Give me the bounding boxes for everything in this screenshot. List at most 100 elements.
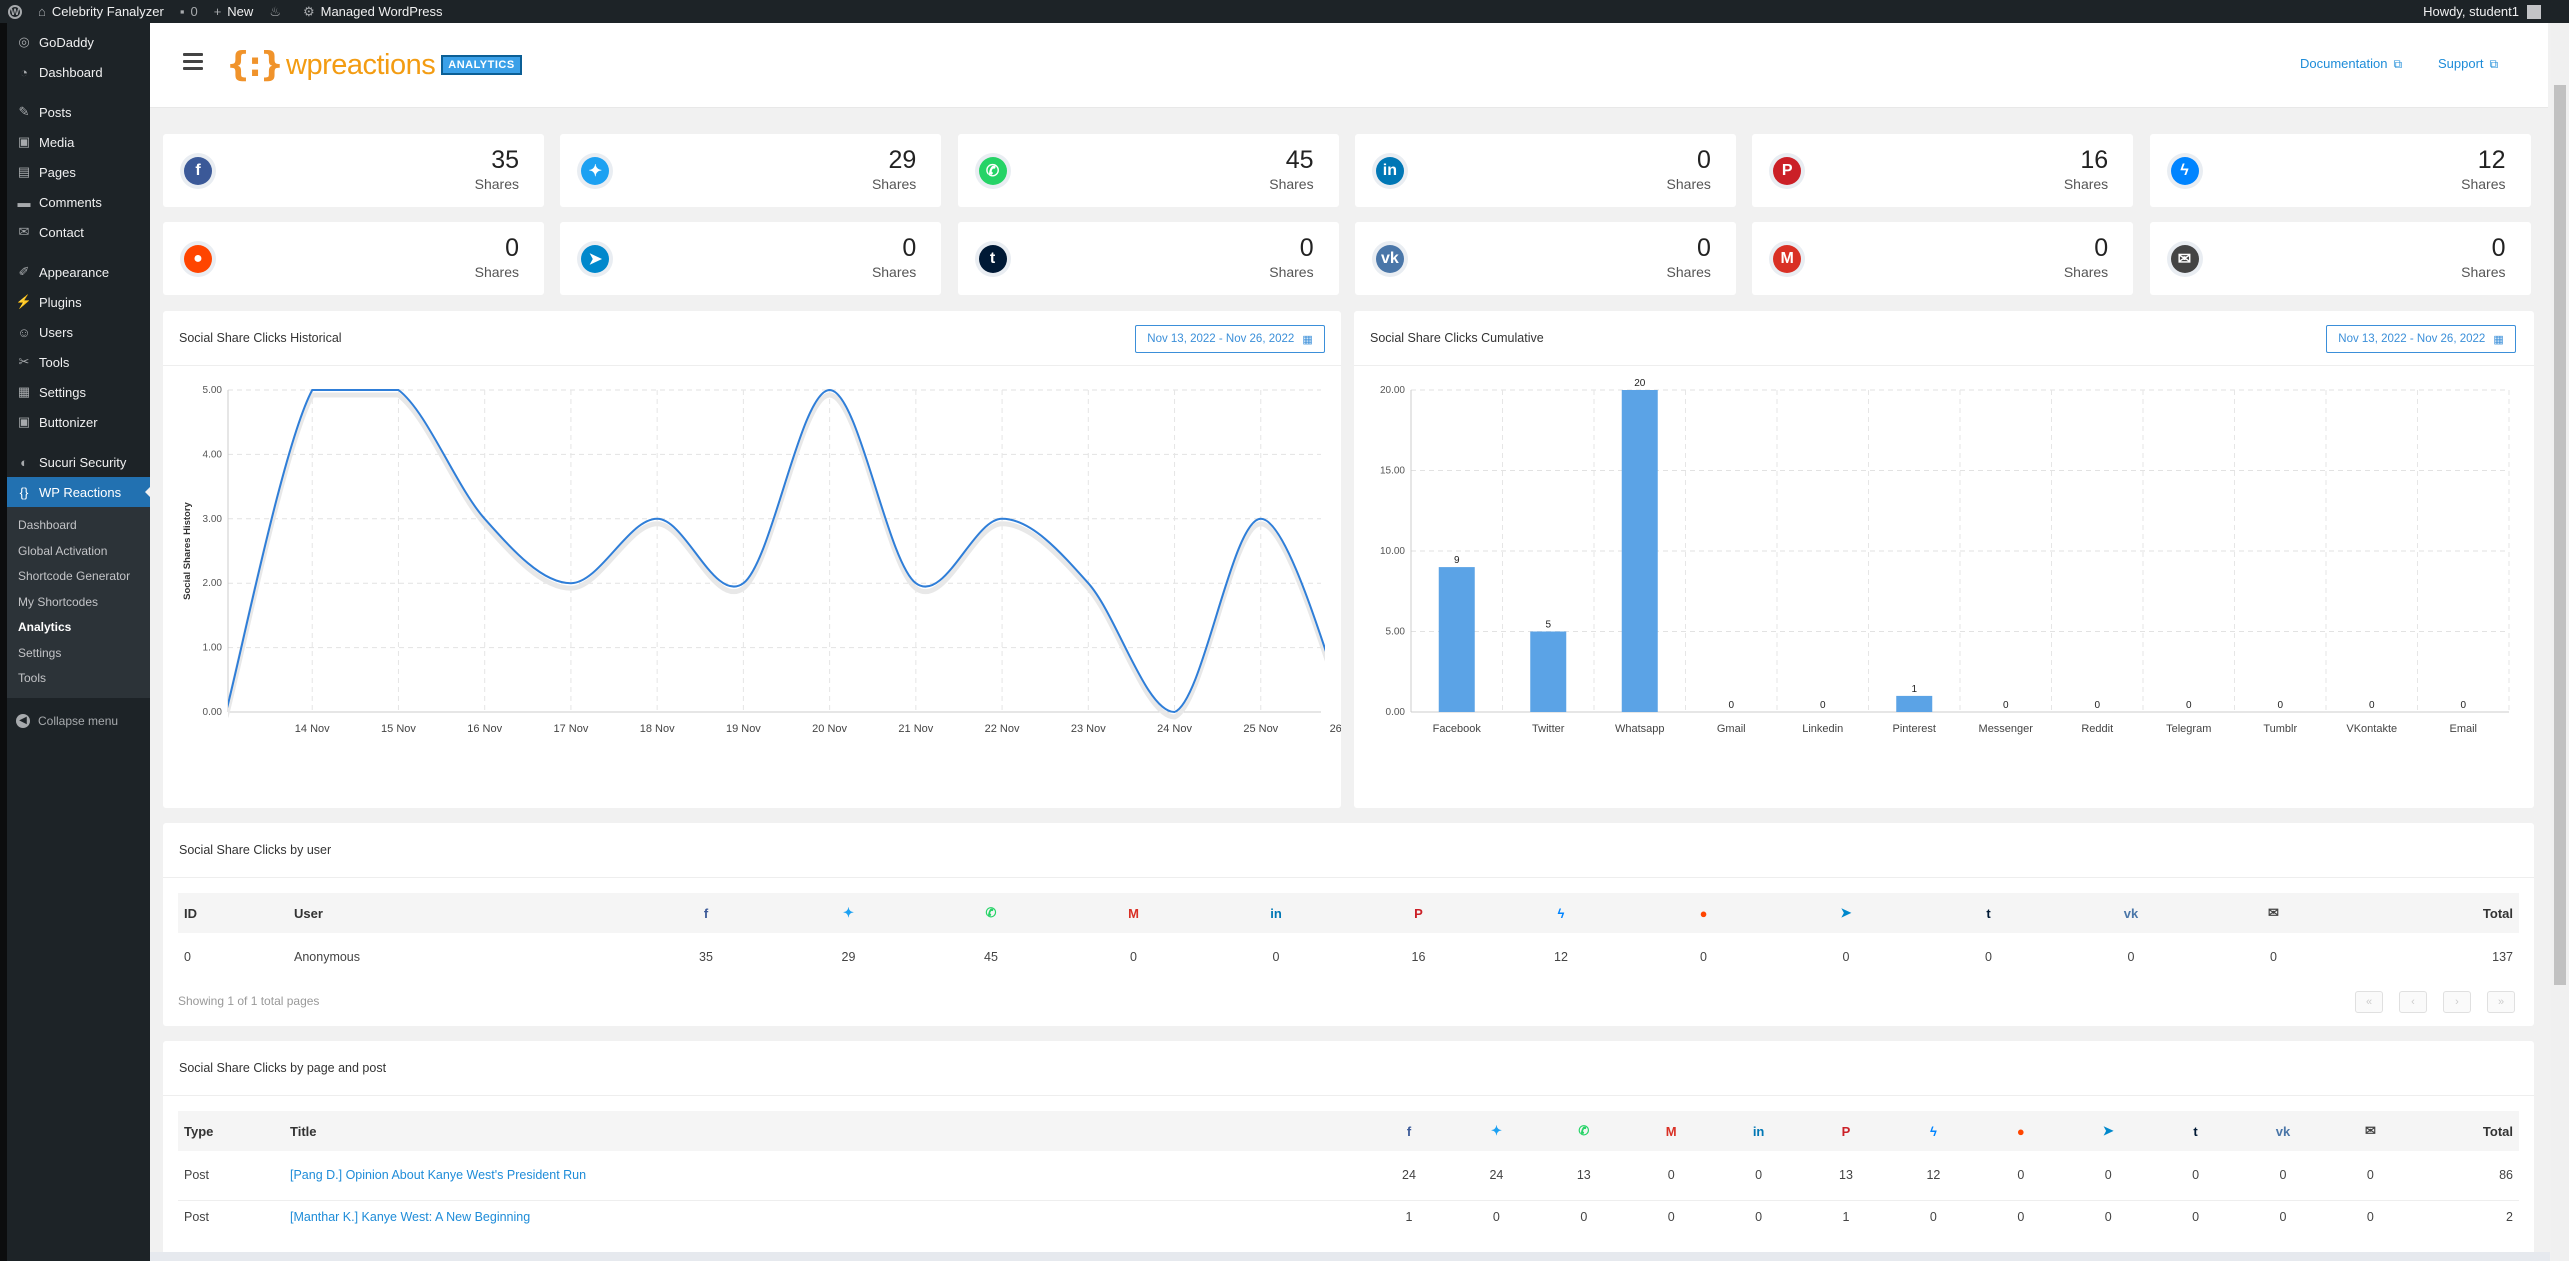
- share-count: 0: [1299, 234, 1314, 262]
- sidebar-item-label: WP Reactions: [39, 484, 122, 500]
- table-row: 0 Anonymous 35 29 45 0 0 16 12 0 0 0 0 0 137: [163, 947, 2534, 987]
- cumulative-title: Social Share Clicks Cumulative: [1370, 331, 1544, 345]
- first-page-button[interactable]: «: [2355, 991, 2383, 1013]
- sidebar-item-media[interactable]: ▣ Media: [7, 127, 150, 157]
- sidebar-item-sucuri-security[interactable]: ◐ Sucuri Security: [7, 447, 150, 477]
- bar-value-label: 0: [1820, 700, 1826, 711]
- collapse-menu-button[interactable]: ◀ Collapse menu: [7, 704, 150, 738]
- pinterest-icon: P: [1841, 1123, 1851, 1139]
- cell-value: 1: [1405, 1210, 1413, 1224]
- collapse-arrow-icon: ◀: [16, 713, 30, 728]
- sidebar-item-buttonizer[interactable]: ▣ Buttonizer: [7, 407, 150, 437]
- x-tick-label: 25 Nov: [1243, 723, 1278, 735]
- facebook-icon: f: [1406, 1123, 1412, 1139]
- last-page-button[interactable]: »: [2487, 991, 2515, 1013]
- cell-value: 0: [2017, 1210, 2025, 1224]
- brush-icon: ✐: [18, 264, 30, 279]
- cell-value: 0: [1929, 1210, 1937, 1224]
- x-tick-label: Telegram: [2166, 723, 2211, 735]
- next-page-button[interactable]: ›: [2443, 991, 2471, 1013]
- y-tick-label: 20.00: [1380, 385, 1405, 396]
- cell-value: 0: [2104, 1210, 2112, 1224]
- page-scrollbar[interactable]: [2551, 23, 2569, 1261]
- cell-value: 0: [2017, 1168, 2025, 1182]
- post-title-link[interactable]: [Pang D.] Opinion About Kanye West's Pre…: [290, 1168, 587, 1182]
- sidebar-item-appearance[interactable]: ✐ Appearance: [7, 257, 150, 287]
- x-tick-label: Gmail: [1717, 723, 1746, 735]
- x-tick-label: 23 Nov: [1071, 723, 1106, 735]
- submenu-item-shortcode-generator[interactable]: Shortcode Generator: [18, 569, 131, 583]
- cell-value: 12: [1926, 1168, 1941, 1182]
- telegram-icon: ➤: [581, 245, 610, 273]
- sidebar-item-comments[interactable]: ▬ Comments: [7, 187, 150, 217]
- cell-value: 16: [1411, 950, 1426, 964]
- buttonizer-bar-link[interactable]: ♨: [261, 0, 295, 23]
- cell-value: 0: [1700, 950, 1707, 964]
- sidebar-item-wp-reactions[interactable]: {} WP Reactions: [7, 477, 151, 507]
- cumulative-date-range-picker[interactable]: Nov 13, 2022 - Nov 26, 2022 ▦: [2326, 325, 2516, 353]
- submenu-item-settings[interactable]: Settings: [18, 645, 62, 660]
- sidebar-item-label: Contact: [39, 224, 84, 240]
- sidebar-item-godaddy[interactable]: ◎ GoDaddy: [7, 27, 150, 57]
- cell-value: 0: [1272, 950, 1280, 964]
- account-menu[interactable]: Howdy, student1: [2423, 0, 2541, 23]
- submenu-item-analytics[interactable]: Analytics: [18, 620, 72, 634]
- support-link[interactable]: Support ⧉: [2438, 56, 2499, 71]
- hamburger-menu-icon[interactable]: [183, 53, 203, 74]
- whatsapp-icon: ✆: [978, 157, 1007, 185]
- sidebar-item-settings[interactable]: ▦ Settings: [7, 377, 150, 407]
- row-total: 86: [2499, 1168, 2513, 1182]
- bar-value-label: 9: [1454, 555, 1460, 566]
- admin-sidebar: ◎ GoDaddy ◔ Dashboard ✎ Posts ▣ Media ▤ Pages ▬ Com…: [0, 23, 151, 1261]
- x-tick-label: 20 Nov: [812, 723, 847, 735]
- messenger-icon: ϟ: [1929, 1123, 1937, 1139]
- x-tick-label: 17 Nov: [553, 723, 588, 735]
- sidebar-item-posts[interactable]: ✎ Posts: [7, 97, 150, 127]
- messenger-icon: ϟ: [2170, 157, 2199, 185]
- sidebar-item-users[interactable]: ☺ Users: [7, 317, 150, 347]
- sidebar-item-dashboard[interactable]: ◔ Dashboard: [7, 57, 150, 87]
- wordpress-logo-icon[interactable]: W: [0, 0, 30, 23]
- managed-wordpress-link[interactable]: ⚙ Managed WordPress: [302, 3, 443, 20]
- share-card-messenger: ϟ 12 Shares: [2149, 134, 2531, 207]
- buttonizer-icon: ▣: [17, 414, 31, 429]
- bar-value-label: 5: [1545, 620, 1551, 631]
- comment-icon: ▬: [17, 194, 31, 210]
- submenu-item-my-shortcodes[interactable]: My Shortcodes: [18, 594, 99, 609]
- cell-value: 0: [2279, 1168, 2287, 1182]
- share-card-facebook: f 35 Shares: [163, 134, 544, 207]
- user-icon: ☺: [17, 324, 31, 340]
- cumulative-panel: Social Share Clicks Cumulative Nov 13, 2…: [1354, 311, 2534, 808]
- documentation-link[interactable]: Documentation ⧉: [2300, 56, 2403, 71]
- comments-link[interactable]: ▪ 0: [179, 4, 198, 19]
- icon-ring: ✦: [577, 153, 614, 189]
- post-title-link[interactable]: [Manthar K.] Kanye West: A New Beginning: [290, 1210, 531, 1224]
- scrollbar-thumb[interactable]: [2554, 85, 2566, 985]
- sidebar-item-tools[interactable]: ✂ Tools: [7, 347, 150, 377]
- site-name-link[interactable]: ⌂ Celebrity Fanalyzer: [38, 4, 164, 19]
- x-tick-label: Whatsapp: [1615, 723, 1665, 735]
- sidebar-item-plugins[interactable]: ⚡ Plugins: [7, 287, 150, 317]
- sidebar-item-contact[interactable]: ✉ Contact: [7, 217, 150, 247]
- col-id: ID: [184, 906, 197, 921]
- y-tick-label: 1.00: [203, 643, 223, 654]
- sidebar-item-label: Tools: [39, 354, 70, 370]
- share-count: 0: [1696, 234, 1711, 262]
- x-tick-label: 24 Nov: [1157, 723, 1192, 735]
- cell-value: 0: [2366, 1210, 2374, 1224]
- sliders-icon: ▦: [17, 384, 31, 399]
- sidebar-item-pages[interactable]: ▤ Pages: [7, 157, 150, 187]
- submenu-item-tools[interactable]: Tools: [18, 671, 47, 685]
- submenu-item-global-activation[interactable]: Global Activation: [18, 543, 108, 558]
- bar-twitter: [1530, 631, 1567, 712]
- submenu-item-dashboard[interactable]: Dashboard: [18, 518, 77, 532]
- historical-date-range-picker[interactable]: Nov 13, 2022 - Nov 26, 2022 ▦: [1135, 325, 1325, 353]
- icon-ring: P: [1769, 153, 1806, 189]
- new-content-link[interactable]: + New: [213, 4, 254, 19]
- historical-title: Social Share Clicks Historical: [179, 331, 342, 345]
- linkedin-icon: in: [1752, 1123, 1765, 1139]
- prev-page-button[interactable]: ‹: [2399, 991, 2427, 1013]
- bar-value-label: 0: [2277, 700, 2283, 711]
- share-label: Shares: [1666, 176, 1711, 192]
- x-tick-label: 19 Nov: [726, 723, 761, 735]
